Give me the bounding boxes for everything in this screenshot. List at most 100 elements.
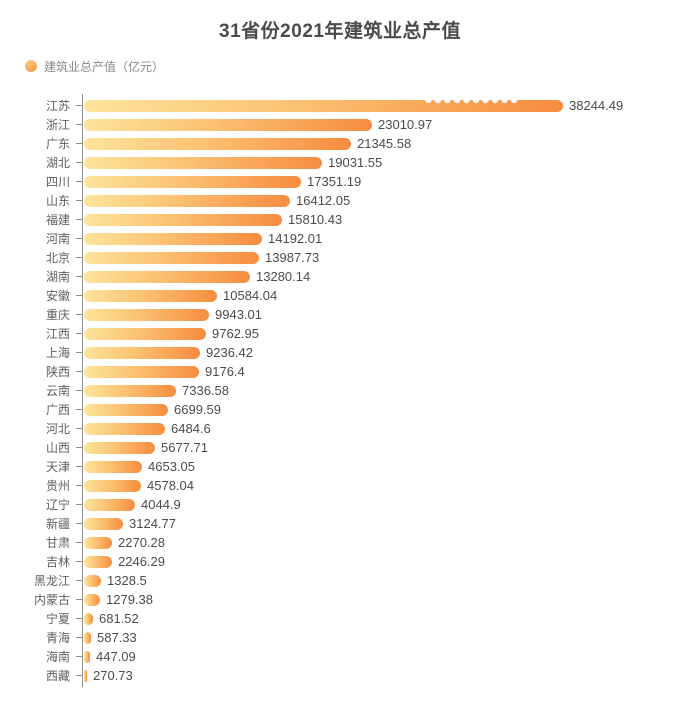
- bar[interactable]: [84, 327, 206, 340]
- axis-tick-icon: [76, 295, 82, 296]
- value-label: 9236.42: [206, 345, 253, 360]
- value-label: 16412.05: [296, 193, 351, 208]
- bar[interactable]: [84, 194, 290, 207]
- axis-tick-icon: [76, 124, 82, 125]
- bar[interactable]: [84, 574, 101, 587]
- bar-row: 江苏 38244.49: [0, 96, 680, 115]
- bar[interactable]: [84, 308, 209, 321]
- bar[interactable]: [84, 422, 165, 435]
- category-label: 北京: [45, 251, 70, 265]
- bar[interactable]: [84, 650, 90, 663]
- bar[interactable]: [84, 213, 282, 226]
- bar[interactable]: [84, 98, 563, 112]
- axis-tick-icon: [76, 276, 82, 277]
- legend[interactable]: 建筑业总产值（亿元）: [25, 58, 680, 74]
- value-label: 447.09: [96, 649, 136, 664]
- bar[interactable]: [84, 669, 87, 682]
- bar[interactable]: [84, 365, 199, 378]
- bar[interactable]: [84, 270, 250, 283]
- axis-tick-icon: [76, 637, 82, 638]
- bar[interactable]: [84, 555, 112, 568]
- bar[interactable]: [84, 593, 100, 606]
- bar[interactable]: [84, 403, 168, 416]
- category-label: 上海: [45, 346, 70, 360]
- bar[interactable]: [84, 118, 372, 131]
- bar[interactable]: [84, 251, 259, 264]
- category-label: 新疆: [45, 517, 70, 531]
- bar-area: 16412.05: [84, 193, 680, 208]
- bar-row: 内蒙古 1279.38: [0, 590, 680, 609]
- bar[interactable]: [84, 175, 301, 188]
- value-label: 5677.71: [161, 440, 208, 455]
- value-label: 10584.04: [223, 288, 278, 303]
- axis-tick-icon: [76, 200, 82, 201]
- category-label: 河北: [45, 422, 70, 436]
- bar[interactable]: [84, 137, 351, 150]
- bar-area: 7336.58: [84, 383, 680, 398]
- axis-tick-icon: [76, 656, 82, 657]
- bar-area: 4578.04: [84, 478, 680, 493]
- axis-tick-icon: [76, 485, 82, 486]
- bar[interactable]: [84, 346, 200, 359]
- value-label: 19031.55: [328, 155, 383, 170]
- bar[interactable]: [84, 460, 142, 473]
- value-label: 21345.58: [357, 136, 412, 151]
- bar-area: 681.52: [84, 611, 680, 626]
- axis-tick-icon: [76, 238, 82, 239]
- category-label: 内蒙古: [33, 593, 70, 607]
- category-label: 江苏: [45, 99, 70, 113]
- axis-tick-icon: [76, 352, 82, 353]
- axis-tick-icon: [76, 181, 82, 182]
- y-axis-line: [82, 94, 83, 687]
- axis-tick-icon: [76, 618, 82, 619]
- bar-area: 13987.73: [84, 250, 680, 265]
- bar[interactable]: [84, 289, 217, 302]
- category-label: 青海: [45, 631, 70, 645]
- value-label: 9762.95: [212, 326, 259, 341]
- bar[interactable]: [84, 441, 155, 454]
- axis-tick-icon: [76, 580, 82, 581]
- category-label: 甘肃: [45, 536, 70, 550]
- bar[interactable]: [84, 517, 123, 530]
- bar-row: 黑龙江 1328.5: [0, 571, 680, 590]
- value-label: 9943.01: [215, 307, 262, 322]
- category-label: 浙江: [45, 118, 70, 132]
- bar[interactable]: [84, 498, 135, 511]
- category-label: 陕西: [45, 365, 70, 379]
- axis-tick-icon: [76, 143, 82, 144]
- value-label: 2270.28: [118, 535, 165, 550]
- axis-tick-icon: [76, 675, 82, 676]
- value-label: 38244.49: [569, 98, 624, 113]
- axis-tick-icon: [76, 162, 82, 163]
- legend-marker-icon: [25, 60, 37, 72]
- category-label: 贵州: [45, 479, 70, 493]
- bar-area: 14192.01: [84, 231, 680, 246]
- bar-area: 9176.4: [84, 364, 680, 379]
- category-label: 云南: [45, 384, 70, 398]
- bar-area: 4653.05: [84, 459, 680, 474]
- bar[interactable]: [84, 384, 176, 397]
- legend-label: 建筑业总产值（亿元）: [44, 59, 165, 74]
- bar[interactable]: [84, 479, 141, 492]
- bar[interactable]: [84, 232, 262, 245]
- category-label: 福建: [45, 213, 70, 227]
- value-label: 1328.5: [107, 573, 147, 588]
- bar-row: 海南 447.09: [0, 647, 680, 666]
- bar-row: 重庆 9943.01: [0, 305, 680, 324]
- category-label: 辽宁: [45, 498, 70, 512]
- bar[interactable]: [84, 631, 91, 644]
- bar[interactable]: [84, 156, 322, 169]
- value-label: 14192.01: [268, 231, 323, 246]
- value-label: 681.52: [99, 611, 139, 626]
- bar-row: 甘肃 2270.28: [0, 533, 680, 552]
- bar-area: 9236.42: [84, 345, 680, 360]
- bar[interactable]: [84, 536, 112, 549]
- axis-tick-icon: [76, 333, 82, 334]
- axis-tick-icon: [76, 447, 82, 448]
- axis-tick-icon: [76, 523, 82, 524]
- bar-chart: 江苏 38244.49 浙江 23010.97 广东 21345.58 湖北 1…: [0, 94, 680, 687]
- bar-area: 1279.38: [84, 592, 680, 607]
- bar-row: 安徽 10584.04: [0, 286, 680, 305]
- category-label: 山西: [45, 441, 70, 455]
- bar[interactable]: [84, 612, 93, 625]
